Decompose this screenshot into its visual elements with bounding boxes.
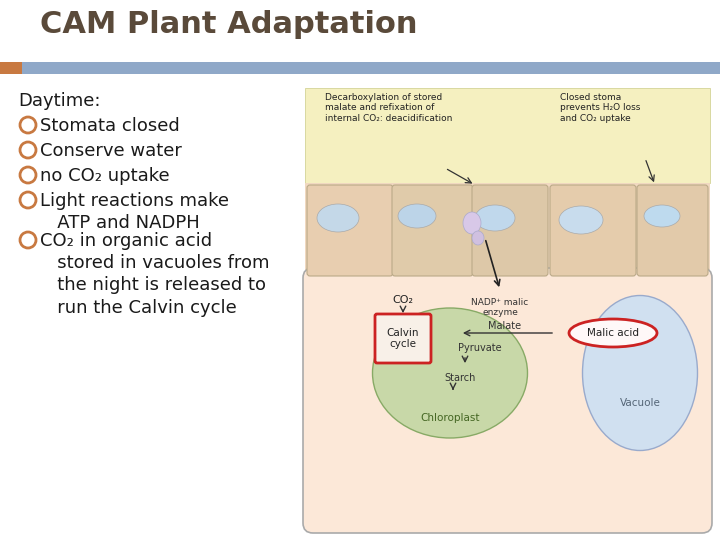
Text: Starch: Starch bbox=[444, 373, 476, 383]
Text: Calvin
cycle: Calvin cycle bbox=[387, 328, 419, 349]
Text: Chloroplast: Chloroplast bbox=[420, 413, 480, 423]
Text: CAM Plant Adaptation: CAM Plant Adaptation bbox=[40, 10, 418, 39]
Bar bbox=[0, 62, 720, 74]
Text: Decarboxylation of stored
malate and refixation of
internal CO₂: deacidification: Decarboxylation of stored malate and ref… bbox=[325, 93, 452, 123]
Text: CO₂ in organic acid
   stored in vacuoles from
   the night is released to
   ru: CO₂ in organic acid stored in vacuoles f… bbox=[40, 232, 269, 316]
Ellipse shape bbox=[559, 206, 603, 234]
Text: Closed stoma
prevents H₂O loss
and CO₂ uptake: Closed stoma prevents H₂O loss and CO₂ u… bbox=[560, 93, 640, 123]
Text: Malic acid: Malic acid bbox=[587, 328, 639, 338]
Bar bbox=[305, 88, 710, 183]
Bar bbox=[0, 62, 22, 74]
Ellipse shape bbox=[398, 204, 436, 228]
FancyBboxPatch shape bbox=[375, 314, 431, 363]
Ellipse shape bbox=[582, 295, 698, 450]
Text: Stomata closed: Stomata closed bbox=[40, 117, 180, 135]
Ellipse shape bbox=[644, 205, 680, 227]
Text: Light reactions make
   ATP and NADPH: Light reactions make ATP and NADPH bbox=[40, 192, 229, 232]
FancyBboxPatch shape bbox=[392, 185, 473, 276]
FancyBboxPatch shape bbox=[550, 185, 636, 276]
Text: NADP⁺ malic
enzyme: NADP⁺ malic enzyme bbox=[472, 298, 528, 318]
Text: Vacuole: Vacuole bbox=[620, 398, 660, 408]
Text: CO₂: CO₂ bbox=[392, 295, 413, 305]
Text: Pyruvate: Pyruvate bbox=[458, 343, 502, 353]
Text: Malate: Malate bbox=[488, 321, 521, 331]
Ellipse shape bbox=[463, 212, 481, 234]
FancyBboxPatch shape bbox=[307, 185, 393, 276]
Text: Daytime:: Daytime: bbox=[18, 92, 101, 110]
FancyBboxPatch shape bbox=[637, 185, 708, 276]
Bar bbox=[305, 183, 710, 278]
FancyBboxPatch shape bbox=[472, 185, 548, 276]
FancyBboxPatch shape bbox=[303, 268, 712, 533]
Text: Conserve water: Conserve water bbox=[40, 142, 182, 160]
Ellipse shape bbox=[475, 205, 515, 231]
Ellipse shape bbox=[472, 231, 484, 245]
Ellipse shape bbox=[317, 204, 359, 232]
Ellipse shape bbox=[569, 319, 657, 347]
Ellipse shape bbox=[372, 308, 528, 438]
Text: no CO₂ uptake: no CO₂ uptake bbox=[40, 167, 170, 185]
